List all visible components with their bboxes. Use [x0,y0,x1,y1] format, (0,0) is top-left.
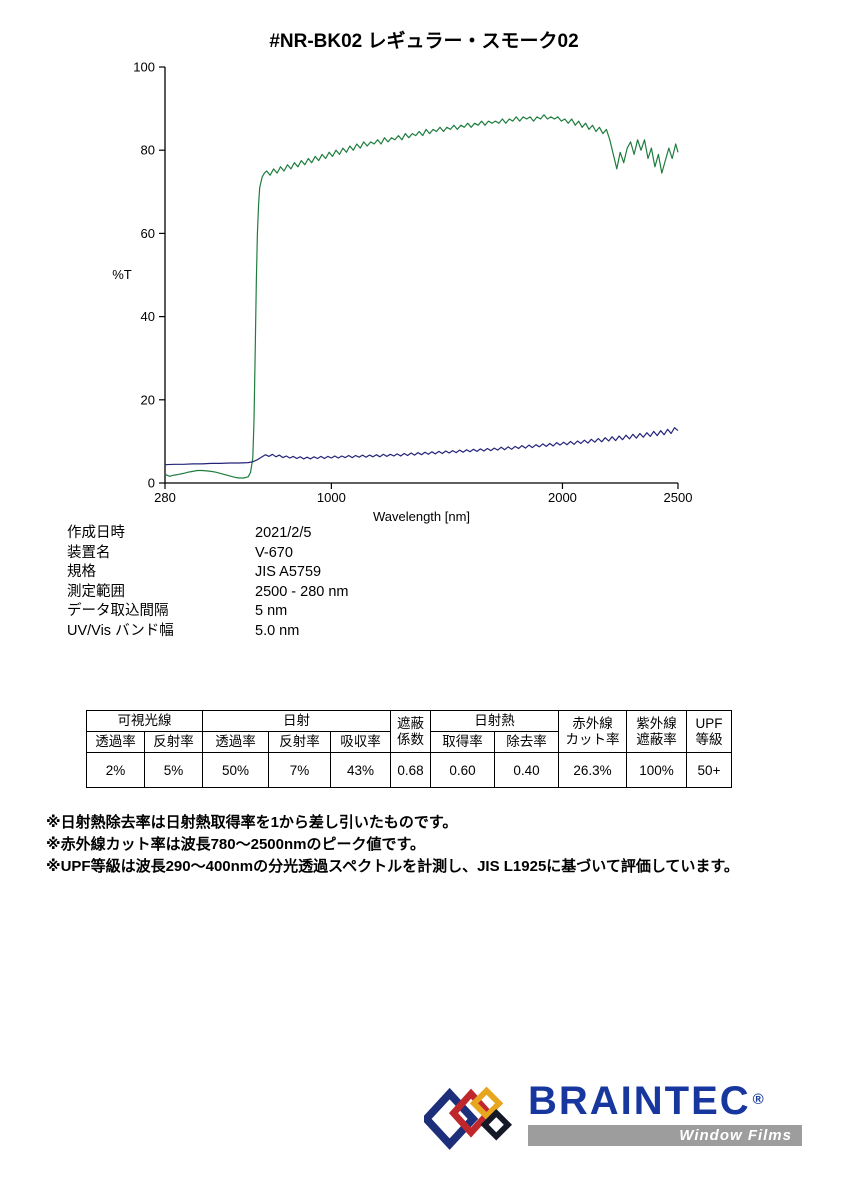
meta-row: 測定範囲 2500 - 280 nm [67,583,349,603]
header-line: 遮蔽率 [636,731,677,747]
header-line: UPF [695,715,723,731]
svg-text:Wavelength [nm]: Wavelength [nm] [373,509,470,524]
measurement-meta: 作成日時 2021/2/5 装置名 V-670 規格 JIS A5759 測定範… [67,524,349,641]
meta-value: 5 nm [255,603,288,619]
footnote: ※UPF等級は波長290〜400nmの分光透過スペクトルを計測し、JIS L19… [46,858,739,875]
svg-text:40: 40 [141,309,155,324]
header-line: 等級 [695,731,723,747]
value-solar-reflectance: 7% [268,752,331,788]
brand-name: BRAINTEC [528,1079,751,1123]
col-uv-block-rate: 紫外線 遮蔽率 [626,710,687,753]
braintec-logo: BRAINTEC ® Window Films [424,1078,802,1150]
subcol-reflectance: 反射率 [144,731,203,753]
value-visible-transmittance: 2% [86,752,145,788]
header-line: 係数 [397,731,424,747]
col-group-solar: 日射 [202,710,391,732]
meta-value: V-670 [255,544,293,561]
page-title: #NR-BK02 レギュラー・スモーク02 [269,31,579,52]
subcol-transmittance: 透過率 [86,731,145,753]
subcol-solar-transmittance: 透過率 [202,731,269,753]
meta-value: 2021/2/5 [255,525,312,541]
meta-label: 測定範囲 [67,583,125,600]
footnotes: ※日射熱除去率は日射熱取得率を1から差し引いたものです。 ※赤外線カット率は波長… [46,812,739,878]
subcol-heat-rejection: 除去率 [494,731,559,753]
brand-block: BRAINTEC ® Window Films [528,1078,802,1146]
col-group-solar-heat: 日射熱 [430,710,559,732]
svg-text:2000: 2000 [548,490,577,505]
value-solar-transmittance: 50% [202,752,269,788]
meta-row: UV/Vis バンド幅 5.0 nm [67,622,349,642]
subcol-solar-reflectance: 反射率 [268,731,331,753]
registered-mark: ® [752,1091,766,1108]
results-table: 可視光線 日射 遮蔽 係数 日射熱 赤外線 カット率 紫外線 遮蔽率 UPF 等… [86,710,732,788]
subcol-heat-gain: 取得率 [430,731,495,753]
header-line: カット率 [565,731,620,747]
svg-text:60: 60 [141,226,155,241]
svg-text:100: 100 [133,60,155,75]
svg-text:280: 280 [154,490,176,505]
meta-row: 規格 JIS A5759 [67,563,349,583]
meta-row: 装置名 V-670 [67,544,349,564]
col-upf-grade: UPF 等級 [686,710,732,753]
svg-text:20: 20 [141,392,155,407]
footnote: ※赤外線カット率は波長780〜2500nmのピーク値です。 [46,836,425,853]
value-ir-cut-rate: 26.3% [558,752,627,788]
value-heat-gain: 0.60 [430,752,495,788]
meta-label: 作成日時 [67,525,125,541]
value-visible-reflectance: 5% [144,752,203,788]
value-uv-block-rate: 100% [626,752,687,788]
meta-label: 規格 [67,564,96,580]
meta-row: 作成日時 2021/2/5 [67,524,349,544]
chart-svg: 0 20 40 60 80 100 280 1000 2000 2500 %T Wavelength … [112,60,693,525]
meta-row: データ取込間隔 5 nm [67,602,349,622]
svg-text:80: 80 [141,143,155,158]
meta-label: データ取込間隔 [67,603,169,619]
brand-bar: Window Films [528,1125,802,1146]
col-ir-cut-rate: 赤外線 カット率 [558,710,627,753]
meta-value: JIS A5759 [255,564,322,580]
header-line: 遮蔽 [397,715,424,731]
meta-value: 5.0 nm [255,622,300,639]
meta-value: 2500 - 280 nm [255,583,349,600]
brand-tagline: Window Films [679,1127,792,1144]
col-group-visible-light: 可視光線 [86,710,203,732]
col-shading-coefficient: 遮蔽 係数 [390,710,431,753]
value-solar-absorptance: 43% [330,752,391,788]
value-upf-grade: 50+ [686,752,732,788]
spectral-chart: 0 20 40 60 80 100 280 1000 2000 2500 %T Wavelength … [0,52,848,527]
value-shading-coefficient: 0.68 [390,752,431,788]
meta-label: 装置名 [67,544,111,561]
braintec-diamonds-icon [424,1086,513,1150]
svg-text:1000: 1000 [317,490,346,505]
brand-row: BRAINTEC ® [528,1078,802,1124]
meta-label: UV/Vis バンド幅 [67,622,174,639]
header-line: 赤外線 [572,715,613,731]
svg-text:2500: 2500 [664,490,693,505]
subcol-solar-absorptance: 吸収率 [330,731,391,753]
svg-text:0: 0 [148,476,155,491]
svg-text:%T: %T [112,267,132,282]
footnote: ※日射熱除去率は日射熱取得率を1から差し引いたものです。 [46,814,458,831]
value-heat-rejection: 0.40 [494,752,559,788]
header-line: 紫外線 [636,715,677,731]
